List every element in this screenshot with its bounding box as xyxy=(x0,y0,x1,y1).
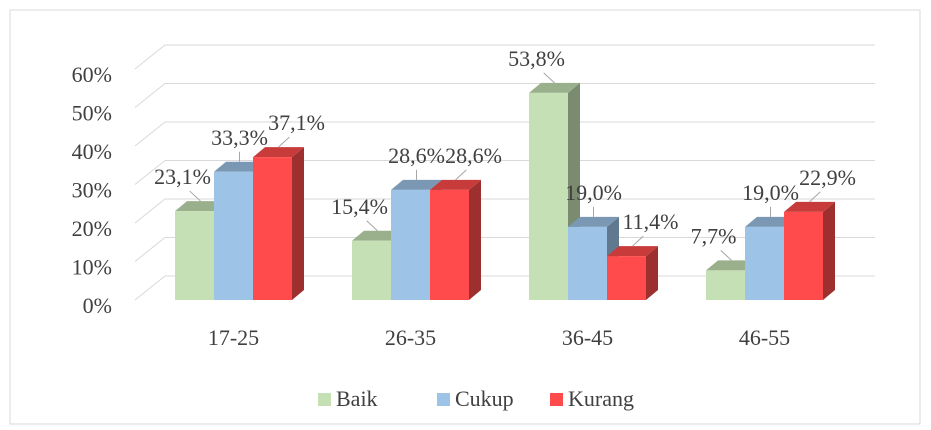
bar-face xyxy=(529,82,580,93)
legend-label: Cukup xyxy=(455,386,514,411)
bar-face xyxy=(352,240,391,300)
bar-face xyxy=(253,157,292,300)
leader-line xyxy=(366,220,378,232)
data-label: 19,0% xyxy=(742,180,799,205)
y-tick-label: 60% xyxy=(72,62,112,87)
leader-line xyxy=(189,190,201,202)
legend-label: Kurang xyxy=(568,386,634,411)
data-label: 53,8% xyxy=(508,46,565,71)
data-label: 37,1% xyxy=(268,110,325,135)
bar xyxy=(607,246,658,300)
grid-line xyxy=(134,237,875,262)
grid-line xyxy=(134,198,875,224)
y-tick-label: 40% xyxy=(72,139,112,164)
bar-face xyxy=(430,189,469,300)
grid-line xyxy=(134,83,875,108)
data-label: 11,4% xyxy=(622,209,678,234)
data-label: 28,6% xyxy=(445,143,502,168)
data-label: 7,7% xyxy=(691,223,737,248)
bar-face xyxy=(706,270,745,300)
bar xyxy=(253,147,304,300)
bar-face xyxy=(745,216,796,227)
leader-line xyxy=(632,235,644,247)
bar xyxy=(430,179,481,300)
y-tick-label: 50% xyxy=(72,101,112,126)
data-label: 19,0% xyxy=(565,180,622,205)
bar-face xyxy=(253,147,304,158)
leader-line xyxy=(455,169,467,181)
bar-face xyxy=(784,201,835,212)
bar-face xyxy=(391,189,430,300)
leader-line xyxy=(278,136,290,148)
bar-face xyxy=(175,211,214,300)
bar-face xyxy=(706,260,757,271)
data-label: 28,6% xyxy=(388,143,445,168)
bar-face xyxy=(745,226,784,300)
data-label: 33,3% xyxy=(211,125,268,150)
leader-line xyxy=(809,191,821,203)
grid-line xyxy=(134,160,875,185)
legend-label: Baik xyxy=(336,386,378,411)
data-label: 23,1% xyxy=(154,164,211,189)
bar-face xyxy=(292,147,304,300)
leader-line xyxy=(543,72,555,84)
bar-face xyxy=(568,226,607,300)
grid-line xyxy=(134,44,875,70)
bar-face xyxy=(352,230,403,241)
bar-face xyxy=(823,201,835,300)
y-tick-label: 30% xyxy=(72,178,112,203)
y-tick-label: 20% xyxy=(72,216,112,241)
bar-face xyxy=(529,92,568,301)
y-tick-label: 10% xyxy=(72,255,112,280)
x-tick-label: 46-55 xyxy=(739,325,790,350)
legend-swatch xyxy=(550,393,563,406)
bar-face xyxy=(784,211,823,300)
grid-line xyxy=(134,121,875,147)
x-tick-label: 17-25 xyxy=(208,325,259,350)
data-label: 22,9% xyxy=(799,165,856,190)
bar-face xyxy=(607,256,646,300)
bar-face xyxy=(430,179,481,190)
bar-face xyxy=(391,179,442,190)
leader-line xyxy=(720,249,732,261)
bar-face xyxy=(214,161,265,172)
bar-face xyxy=(646,246,658,300)
data-label: 15,4% xyxy=(331,194,388,219)
bar-face xyxy=(175,201,226,212)
bar-face xyxy=(214,171,253,300)
bar-face xyxy=(568,216,619,227)
bar-face xyxy=(469,179,481,300)
y-tick-label: 0% xyxy=(83,293,112,318)
legend-swatch xyxy=(437,393,450,406)
legend-swatch xyxy=(318,393,331,406)
x-tick-label: 26-35 xyxy=(385,325,436,350)
bar xyxy=(784,201,835,300)
x-tick-label: 36-45 xyxy=(562,325,613,350)
bar-face xyxy=(607,246,658,257)
